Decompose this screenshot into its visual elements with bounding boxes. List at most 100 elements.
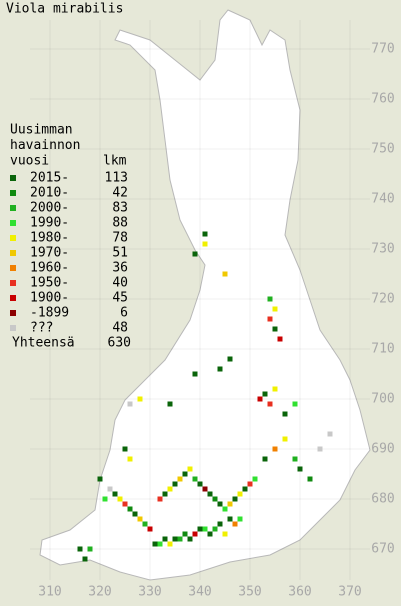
observation-cell — [157, 541, 163, 547]
observation-cell — [192, 531, 198, 537]
legend-swatch — [10, 190, 16, 196]
y-tick-label: 730 — [371, 242, 394, 257]
observation-cell — [307, 476, 313, 482]
observation-cell — [257, 396, 263, 402]
observation-cell — [142, 521, 148, 527]
legend-heading: vuosi — [10, 154, 49, 169]
observation-cell — [242, 486, 248, 492]
x-tick-label: 310 — [38, 585, 61, 600]
legend-heading: Uusimman — [10, 123, 73, 138]
observation-cell — [272, 326, 278, 332]
legend-label: 2010- — [30, 186, 69, 201]
observation-cell — [217, 366, 223, 372]
observation-cell — [272, 446, 278, 452]
legend-label: ??? — [30, 321, 53, 336]
legend-count: 48 — [112, 321, 128, 336]
observation-cell — [102, 496, 108, 502]
observation-cell — [172, 536, 178, 542]
observation-cell — [177, 536, 183, 542]
y-tick-label: 720 — [371, 292, 394, 307]
x-tick-label: 360 — [288, 585, 311, 600]
observation-cell — [327, 431, 333, 437]
observation-cell — [137, 516, 143, 522]
observation-cell — [317, 446, 323, 452]
observation-cell — [202, 486, 208, 492]
observation-cell — [132, 511, 138, 517]
observation-cell — [222, 531, 228, 537]
observation-cell — [137, 396, 143, 402]
observation-cell — [292, 401, 298, 407]
observation-cell — [162, 491, 168, 497]
legend-swatch — [10, 310, 16, 316]
y-tick-label: 680 — [371, 492, 394, 507]
observation-cell — [197, 526, 203, 532]
observation-cell — [182, 471, 188, 477]
observation-cell — [192, 371, 198, 377]
title: Viola mirabilis — [6, 2, 123, 17]
y-tick-label: 670 — [371, 542, 394, 557]
observation-cell — [267, 316, 273, 322]
legend-label: 2015- — [30, 171, 69, 186]
observation-cell — [87, 546, 93, 552]
observation-cell — [187, 466, 193, 472]
legend-count: 113 — [105, 171, 128, 186]
legend-swatch — [10, 265, 16, 271]
observation-cell — [152, 541, 158, 547]
observation-cell — [237, 491, 243, 497]
legend-label: 1980- — [30, 231, 69, 246]
observation-cell — [192, 476, 198, 482]
legend-label: 1970- — [30, 246, 69, 261]
y-tick-label: 770 — [371, 42, 394, 57]
observation-cell — [207, 491, 213, 497]
observation-cell — [217, 501, 223, 507]
observation-cell — [127, 506, 133, 512]
observation-cell — [172, 481, 178, 487]
observation-cell — [122, 446, 128, 452]
legend-swatch — [10, 220, 16, 226]
legend-swatch — [10, 175, 16, 181]
observation-cell — [237, 516, 243, 522]
observation-cell — [272, 306, 278, 312]
legend-label: 1900- — [30, 291, 69, 306]
legend-count: 36 — [112, 261, 128, 276]
x-tick-label: 330 — [138, 585, 161, 600]
observation-cell — [212, 496, 218, 502]
observation-cell — [97, 476, 103, 482]
observation-cell — [107, 486, 113, 492]
legend-label: 1960- — [30, 261, 69, 276]
observation-cell — [202, 231, 208, 237]
observation-cell — [162, 536, 168, 542]
observation-cell — [222, 506, 228, 512]
observation-cell — [82, 556, 88, 562]
observation-cell — [247, 481, 253, 487]
observation-cell — [127, 456, 133, 462]
observation-cell — [212, 526, 218, 532]
observation-cell — [117, 496, 123, 502]
observation-cell — [232, 496, 238, 502]
legend-count: 42 — [112, 186, 128, 201]
observation-cell — [292, 456, 298, 462]
observation-cell — [232, 521, 238, 527]
y-tick-label: 760 — [371, 92, 394, 107]
observation-cell — [227, 356, 233, 362]
y-tick-label: 740 — [371, 192, 394, 207]
observation-cell — [207, 531, 213, 537]
observation-cell — [157, 496, 163, 502]
observation-cell — [167, 486, 173, 492]
legend-count: 83 — [112, 201, 128, 216]
observation-cell — [262, 456, 268, 462]
observation-cell — [202, 526, 208, 532]
observation-cell — [297, 466, 303, 472]
observation-cell — [187, 536, 193, 542]
y-tick-label: 700 — [371, 392, 394, 407]
legend-swatch — [10, 235, 16, 241]
legend-label: 1990- — [30, 216, 69, 231]
observation-cell — [227, 516, 233, 522]
y-tick-label: 750 — [371, 142, 394, 157]
observation-cell — [262, 391, 268, 397]
observation-cell — [252, 476, 258, 482]
observation-cell — [192, 251, 198, 257]
legend-count: 40 — [112, 276, 128, 291]
